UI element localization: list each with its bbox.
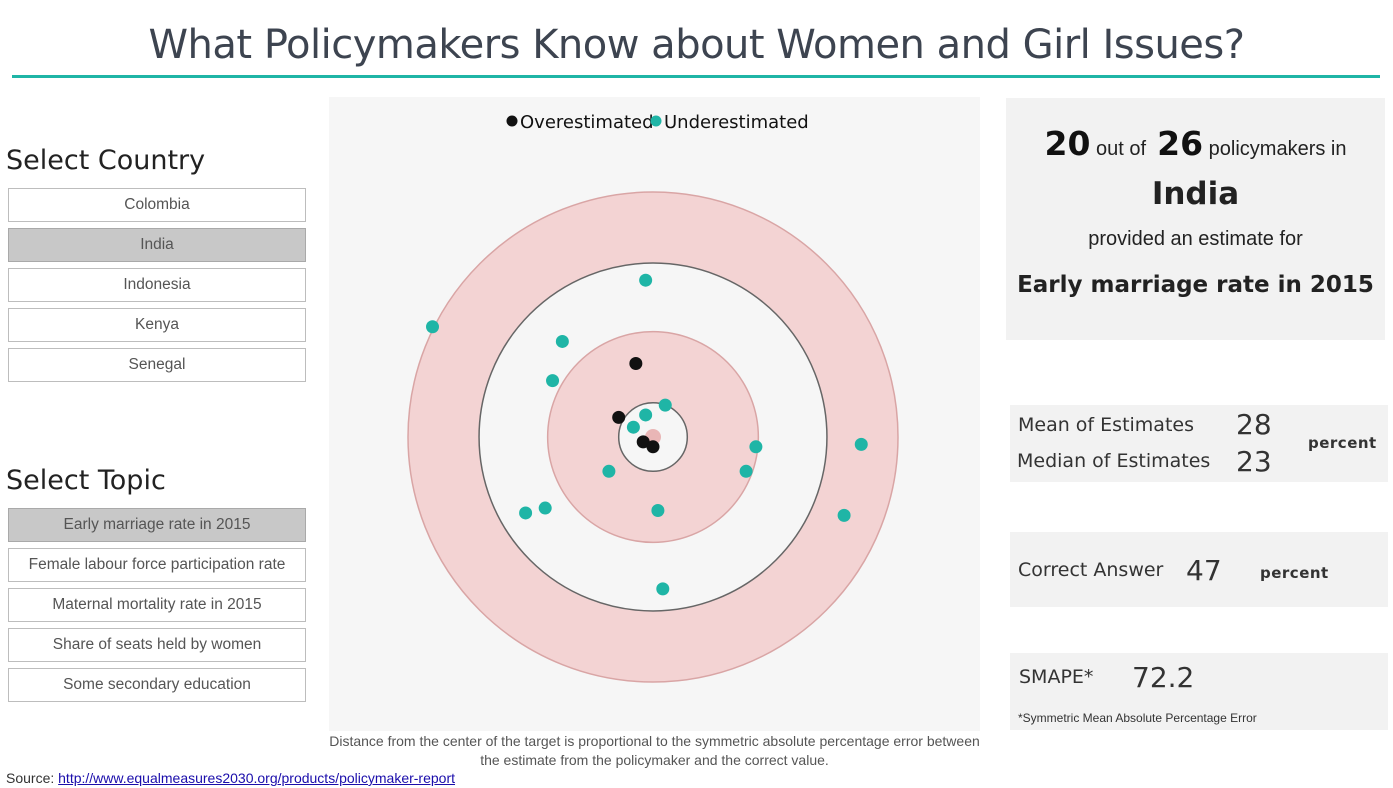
summary-country: India xyxy=(1151,176,1240,212)
chart-caption: Distance from the center of the target i… xyxy=(329,733,980,768)
responded-count: 20 xyxy=(1044,124,1091,163)
topic-button-early-marriage-rate-in-2015[interactable]: Early marriage rate in 2015 xyxy=(8,508,306,542)
median-label: Median of Estimates xyxy=(1017,450,1211,472)
correct-label: Correct Answer xyxy=(1018,559,1164,581)
summary-provided-text: provided an estimate for xyxy=(1088,228,1303,250)
mean-label: Mean of Estimates xyxy=(1018,414,1194,436)
stats-unit: percent xyxy=(1308,434,1377,452)
page-title: What Policymakers Know about Women and G… xyxy=(148,22,1245,68)
topic-slicer: Early marriage rate in 2015 Female labour… xyxy=(8,508,306,708)
data-point-underestimated[interactable] xyxy=(555,334,569,348)
median-value: 23 xyxy=(1236,445,1272,478)
target-chart: Overestimated Underestimated xyxy=(329,97,980,731)
correct-value: 47 xyxy=(1186,554,1222,587)
legend-marker-overestimated xyxy=(506,115,518,127)
data-point-overestimated[interactable] xyxy=(646,440,660,454)
summary-topic: Early marriage rate in 2015 xyxy=(1017,272,1374,298)
data-point-underestimated[interactable] xyxy=(651,504,665,517)
source-prefix: Source: xyxy=(6,770,59,786)
country-button-india[interactable]: India xyxy=(8,228,306,262)
topic-button-maternal-mortality-rate-in-2015[interactable]: Maternal mortality rate in 2015 xyxy=(8,588,306,622)
country-button-colombia[interactable]: Colombia xyxy=(8,188,306,222)
legend-label-overestimated: Overestimated xyxy=(520,112,654,133)
data-point-underestimated[interactable] xyxy=(749,440,763,454)
data-point-underestimated[interactable] xyxy=(639,273,653,287)
summary-count-line: 20 out of 26 policymakers in xyxy=(1006,124,1385,163)
data-point-overestimated[interactable] xyxy=(612,410,626,424)
legend-label-underestimated: Underestimated xyxy=(664,112,809,133)
data-point-underestimated[interactable] xyxy=(739,464,753,478)
source-link[interactable]: http://www.equalmeasures2030.org/product… xyxy=(58,770,456,786)
data-point-overestimated[interactable] xyxy=(636,435,650,449)
title-divider xyxy=(12,75,1380,78)
data-point-underestimated[interactable] xyxy=(426,320,439,334)
smape-value: 72.2 xyxy=(1132,661,1195,694)
country-heading: Select Country xyxy=(6,145,206,176)
topic-heading: Select Topic xyxy=(6,465,166,496)
topic-button-share-of-seats-held-by-women[interactable]: Share of seats held by women xyxy=(8,628,306,662)
smape-card: SMAPE* 72.2 *Symmetric Mean Absolute Per… xyxy=(1010,653,1388,730)
data-point-underestimated[interactable] xyxy=(658,398,672,412)
country-button-senegal[interactable]: Senegal xyxy=(8,348,306,382)
estimates-stats-card: Mean of Estimates 28 Median of Estimates… xyxy=(1010,405,1388,482)
country-button-kenya[interactable]: Kenya xyxy=(8,308,306,342)
correct-unit: percent xyxy=(1260,564,1329,582)
smape-footnote: *Symmetric Mean Absolute Percentage Erro… xyxy=(1018,711,1257,725)
topic-button-some-secondary-education[interactable]: Some secondary education xyxy=(8,668,306,702)
policymakers-in-text: policymakers in xyxy=(1208,138,1347,160)
country-button-indonesia[interactable]: Indonesia xyxy=(8,268,306,302)
data-point-underestimated[interactable] xyxy=(519,506,533,520)
data-point-underestimated[interactable] xyxy=(656,582,670,596)
legend-marker-underestimated xyxy=(650,115,662,127)
total-count: 26 xyxy=(1157,124,1204,163)
data-point-underestimated[interactable] xyxy=(546,374,560,388)
data-point-underestimated[interactable] xyxy=(854,437,868,451)
data-point-overestimated[interactable] xyxy=(629,357,643,370)
out-of-text: out of xyxy=(1096,138,1147,160)
source-line: Source: http://www.equalmeasures2030.org… xyxy=(6,770,455,786)
mean-value: 28 xyxy=(1236,408,1272,441)
topic-button-female-labour-force-participation-rate[interactable]: Female labour force participation rate xyxy=(8,548,306,582)
data-point-underestimated[interactable] xyxy=(837,508,851,522)
data-point-underestimated[interactable] xyxy=(639,408,653,422)
data-point-underestimated[interactable] xyxy=(602,464,616,478)
smape-label: SMAPE* xyxy=(1019,666,1094,688)
correct-answer-card: Correct Answer 47 percent xyxy=(1010,532,1388,607)
data-point-underestimated[interactable] xyxy=(626,420,640,434)
target-chart-svg: Overestimated Underestimated xyxy=(407,112,899,683)
country-slicer: Colombia India Indonesia Kenya Senegal xyxy=(8,188,306,388)
data-point-underestimated[interactable] xyxy=(538,501,552,515)
summary-card: 20 out of 26 policymakers in India provi… xyxy=(1006,98,1385,340)
